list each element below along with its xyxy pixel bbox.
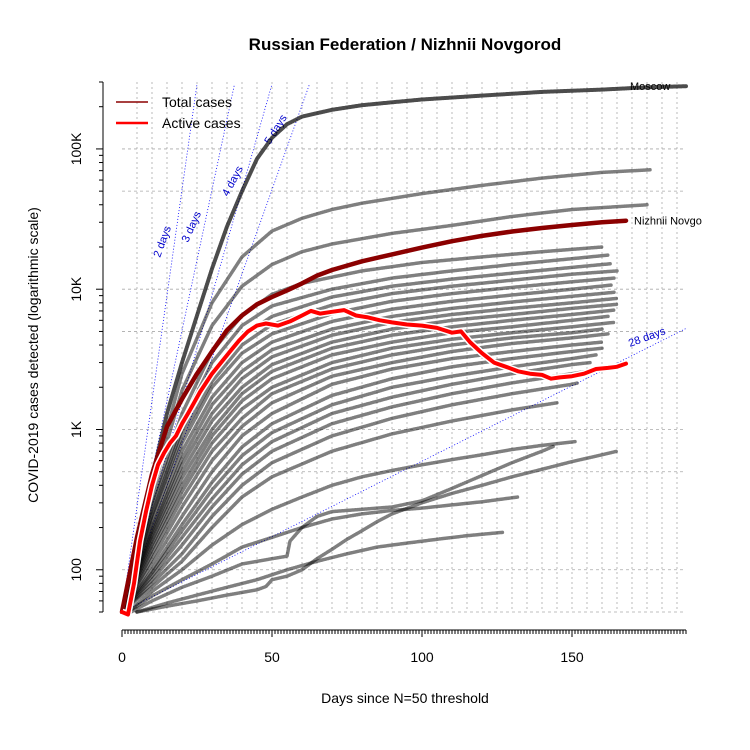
series-line-region [120,290,616,614]
legend: Total cases Active cases [116,94,241,131]
legend-total-label: Total cases [162,94,232,110]
x-tick-label: 50 [264,649,280,665]
series-line-region [120,369,589,614]
chart-title: Russian Federation / Nizhnii Novgorod [249,35,562,54]
series-line-region [120,296,619,614]
doubling-label-3-days: 3 days [180,209,204,244]
series-line-region [120,308,616,614]
series-line-moscow [120,84,688,614]
series-line-region [120,353,598,614]
nizhnii-novgorod-label: Nizhnii Novgo [634,216,702,228]
series-line-region [120,320,616,614]
x-tick-label: 150 [560,649,584,665]
series-line-region [129,444,556,614]
reference-series [120,84,688,614]
doubling-line-2-days [121,84,198,613]
series-line-region [120,381,580,614]
y-axis-label: COVID-2019 cases detected (logarithmic s… [25,207,41,503]
y-tick-label: 100K [68,132,84,165]
series-line-region [120,332,610,614]
series-line-region [120,283,613,614]
series-line-region [120,261,613,614]
highlight-series [119,218,629,618]
x-tick-label: 0 [118,649,126,665]
active-cases-line [120,308,628,617]
series-line-region [120,203,649,614]
series-line-region [126,439,577,614]
series-line-region [120,346,604,614]
y-tick-label: 1K [68,420,84,438]
series-labels: Moscow Nizhnii Novgo [630,81,702,227]
series-line-region [120,327,604,614]
x-axis-label: Days since N=50 threshold [321,690,489,706]
series-line-region [120,302,619,614]
total-cases-line [119,218,629,615]
series-line-region [120,276,616,614]
moscow-label: Moscow [630,81,670,93]
doubling-label-2-days: 2 days [152,224,175,259]
series-line-region [120,168,652,614]
y-tick-label: 100 [68,558,84,582]
doubling-label-5-days: 5 days [262,112,290,146]
legend-active-label: Active cases [162,115,241,131]
series-line-region [135,449,619,614]
doubling-line-28-days [121,328,687,613]
series-line-region [120,340,604,614]
series-line-region [120,314,610,614]
series-line-region [120,401,559,614]
y-tick-label: 10K [68,276,84,302]
series-line-region [126,495,520,614]
series-line-region [135,530,505,614]
axes: 0 50 100 150 100 1K 10K 100K [68,81,687,665]
x-tick-label: 100 [410,649,434,665]
